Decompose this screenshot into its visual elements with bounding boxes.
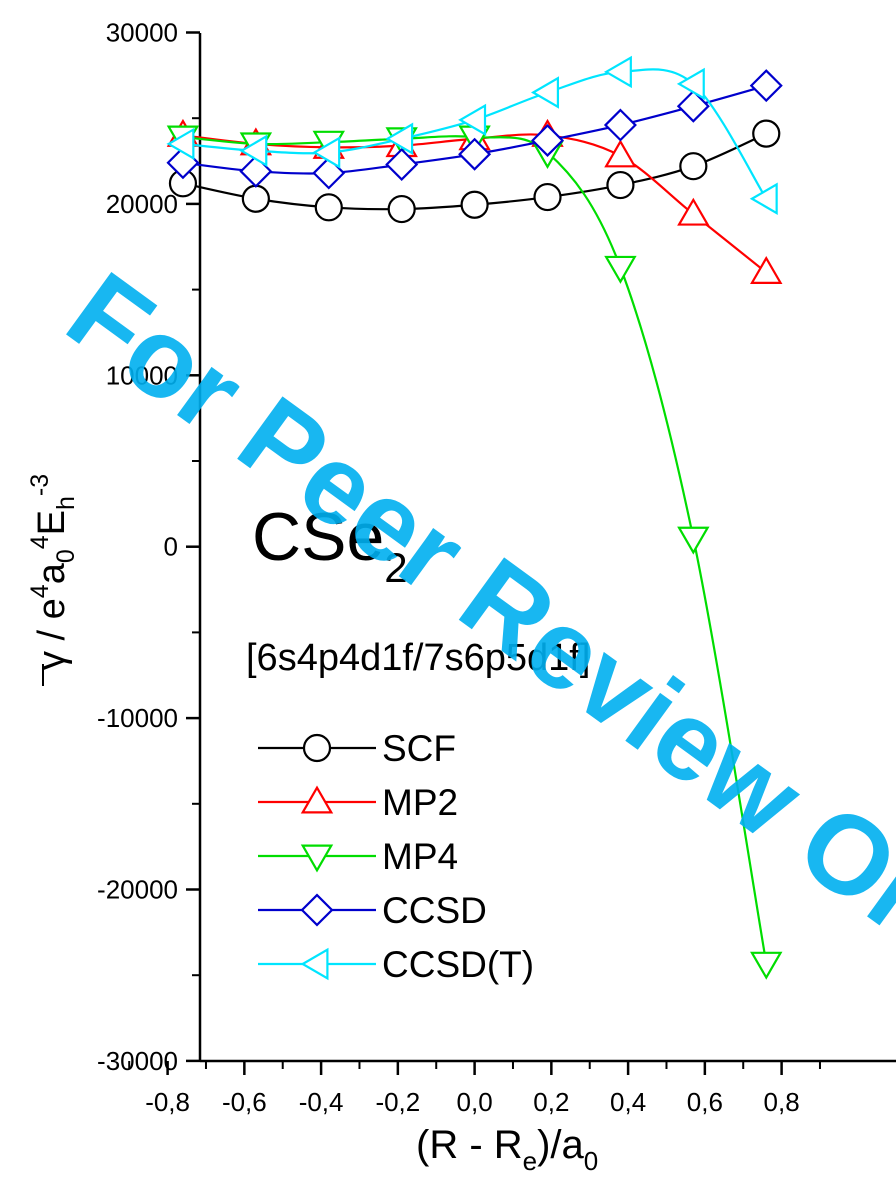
marker-triangle-left	[312, 136, 341, 169]
basis-set-label: [6s4p4d1f/7s6p5d1f]	[246, 637, 590, 679]
legend-label: MP2	[382, 782, 458, 823]
marker-triangle-left	[749, 182, 778, 215]
legend-label: CCSD(T)	[382, 944, 534, 985]
legend-entry: SCF	[258, 728, 456, 769]
series-ccsdt	[166, 55, 778, 215]
x-tick-label: -0,6	[222, 1087, 267, 1117]
marker-diamond	[676, 89, 710, 123]
x-tick-label: 0,2	[533, 1087, 569, 1117]
marker-triangle-down	[750, 951, 783, 980]
marker-circle	[460, 190, 489, 219]
y-tick-label: 30000	[106, 18, 178, 48]
marker-circle	[387, 194, 416, 224]
legend-entry: MP2	[258, 782, 458, 823]
legend-label: CCSD	[382, 890, 487, 931]
molecule-label: CSe2	[252, 499, 408, 591]
y-tick-label: -10000	[97, 703, 178, 733]
x-tick-label: 0,4	[610, 1087, 646, 1117]
marker-triangle-up	[604, 139, 637, 168]
marker-triangle-left	[603, 55, 632, 89]
legend-entry: CCSD(T)	[258, 944, 534, 985]
marker-triangle-left	[676, 67, 705, 101]
marker-diamond	[385, 147, 419, 181]
marker-diamond	[531, 123, 565, 157]
x-tick-label: 0,0	[457, 1087, 493, 1117]
legend-entry: MP4	[258, 836, 458, 877]
marker-triangle-up	[750, 255, 783, 284]
marker-circle	[314, 193, 343, 222]
y-tick-label: 0	[164, 532, 178, 562]
marker-triangle-left	[385, 122, 414, 155]
marker-triangle-left	[166, 127, 195, 161]
marker-circle	[302, 733, 332, 763]
legend-entry: CCSD	[258, 890, 487, 931]
y-axis-title: γ / e4a04Eh-3	[26, 474, 80, 670]
x-tick-label: 0,6	[687, 1087, 723, 1117]
y-tick-label: -20000	[97, 875, 178, 905]
marker-diamond	[603, 108, 637, 142]
legend-label: SCF	[382, 728, 456, 769]
marker-triangle-down	[677, 526, 710, 555]
marker-circle	[241, 184, 270, 213]
marker-triangle-left	[239, 134, 268, 167]
x-tick-label: -0,4	[299, 1087, 344, 1117]
marker-circle	[533, 182, 562, 212]
marker-triangle-up	[300, 785, 334, 814]
x-tick-label: 0,8	[764, 1087, 800, 1117]
marker-diamond	[458, 137, 492, 171]
marker-diamond	[749, 69, 783, 103]
marker-triangle-left	[300, 947, 329, 981]
marker-triangle-left	[458, 103, 487, 137]
x-tick-label: -0,2	[375, 1087, 420, 1117]
marker-circle	[752, 119, 781, 148]
marker-triangle-up	[677, 197, 710, 226]
marker-diamond	[300, 893, 334, 927]
legend-label: MP4	[382, 836, 458, 877]
marker-triangle-left	[531, 76, 560, 109]
axes: -30000 -20000 -10000 0 10000 20000 30000 -0,8 -0…	[97, 18, 896, 1117]
y-tick-label: 10000	[106, 360, 178, 390]
marker-diamond	[312, 156, 346, 190]
labels: CSe2 [6s4p4d1f/7s6p5d1f] (R - Re)/a0 γ /…	[26, 474, 598, 1176]
legend: SCF MP2 MP4 CCSD CCSD(T)	[258, 728, 534, 985]
x-tick-label: -0,8	[145, 1087, 190, 1117]
marker-triangle-down	[604, 255, 637, 284]
y-tick-label: -30000	[97, 1046, 178, 1076]
marker-triangle-down	[300, 844, 334, 873]
marker-circle	[679, 152, 708, 181]
series-layer	[166, 55, 783, 980]
y-tick-label: 20000	[106, 189, 178, 219]
marker-circle	[606, 170, 635, 200]
series-scf	[168, 119, 781, 224]
x-axis-title: (R - Re)/a0	[416, 1123, 598, 1176]
